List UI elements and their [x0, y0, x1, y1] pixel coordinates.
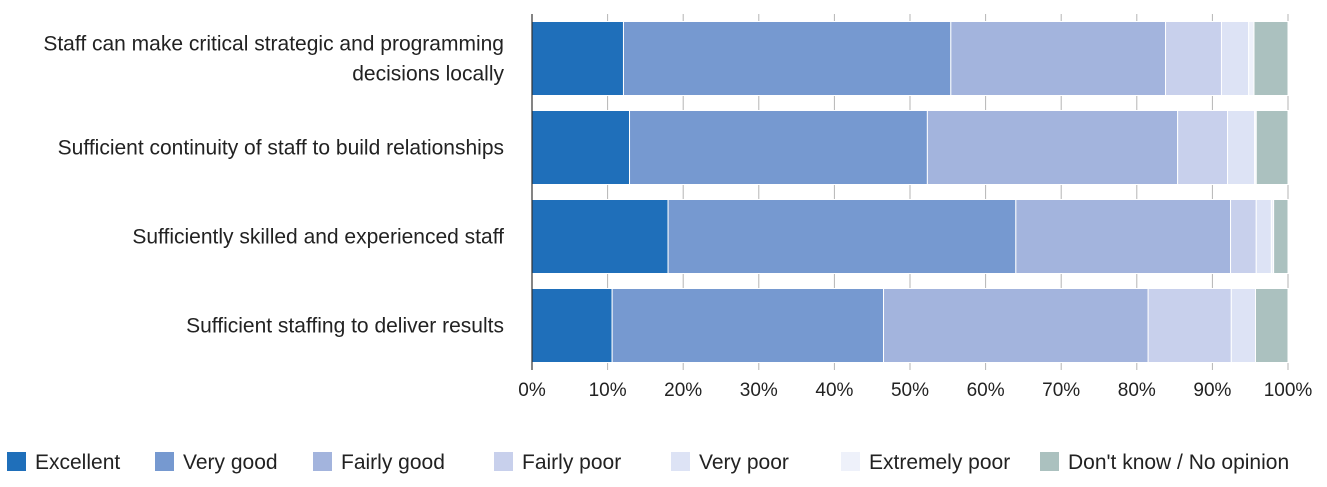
- bar-segment-excellent: [531, 110, 631, 185]
- bar-segment-don-t-know-no-opinion: [1253, 21, 1289, 96]
- bars: [531, 21, 1289, 363]
- bar-segment-very-good: [667, 199, 1017, 274]
- bar-segment-fairly-good: [950, 21, 1167, 96]
- x-tick-label: 30%: [740, 380, 778, 401]
- bar-segment-fairly-good: [926, 110, 1179, 185]
- bar-segment-extremely-poor: [1248, 21, 1255, 96]
- bar-segment-excellent: [531, 21, 624, 96]
- legend-label: Very poor: [699, 451, 789, 474]
- bar-segment-very-good: [622, 21, 952, 96]
- bar-segment-fairly-good: [883, 288, 1149, 363]
- bar-segment-very-poor: [1227, 110, 1256, 185]
- category-label: Sufficiently skilled and experienced sta…: [132, 226, 504, 249]
- bar-segment-fairly-poor: [1177, 110, 1229, 185]
- x-tick-label: 50%: [891, 380, 929, 401]
- bar-segment-very-poor: [1230, 288, 1256, 363]
- legend-swatch: [155, 452, 174, 471]
- x-tick-label: 60%: [967, 380, 1005, 401]
- legend-swatch: [671, 452, 690, 471]
- bar-segment-very-poor: [1220, 21, 1250, 96]
- x-tick-label: 20%: [664, 380, 702, 401]
- x-tick-label: 70%: [1042, 380, 1080, 401]
- bar-segment-excellent: [531, 288, 613, 363]
- legend-label: Excellent: [35, 451, 120, 474]
- legend-label: Fairly poor: [522, 451, 621, 474]
- bar-segment-fairly-poor: [1165, 21, 1222, 96]
- bar-segment-fairly-poor: [1147, 288, 1232, 363]
- category-label: Staff can make critical strategic and pr…: [43, 33, 504, 56]
- x-axis-tick-labels: 0% 10% 20% 30% 40% 50% 60% 70% 80% 90% 100%: [518, 380, 1312, 401]
- bar-segment-don-t-know-no-opinion: [1254, 288, 1289, 363]
- bar-segment-fairly-poor: [1230, 199, 1257, 274]
- legend-swatch: [313, 452, 332, 471]
- category-labels: Staff can make critical strategic and pr…: [43, 33, 504, 338]
- x-tick-label: 0%: [518, 380, 546, 401]
- legend-label: Extremely poor: [869, 451, 1010, 474]
- bar-segment-excellent: [531, 199, 669, 274]
- legend-label: Very good: [183, 451, 278, 474]
- bar-segment-very-good: [611, 288, 885, 363]
- bar-segment-very-poor: [1255, 199, 1272, 274]
- legend-swatch: [1040, 452, 1059, 471]
- x-tick-label: 10%: [589, 380, 627, 401]
- category-label: Sufficient continuity of staff to build …: [58, 137, 504, 160]
- legend: Excellent Very good Fairly good Fairly poor…: [7, 451, 1289, 474]
- x-tick-label: 40%: [815, 380, 853, 401]
- category-label: decisions locally: [352, 63, 504, 86]
- x-tick-label: 80%: [1118, 380, 1156, 401]
- legend-swatch: [7, 452, 26, 471]
- bar-segment-very-good: [629, 110, 928, 185]
- bar-segment-don-t-know-no-opinion: [1273, 199, 1289, 274]
- bar-segment-fairly-good: [1015, 199, 1232, 274]
- x-tick-label: 100%: [1264, 380, 1313, 401]
- legend-label: Don't know / No opinion: [1068, 451, 1289, 474]
- legend-swatch: [494, 452, 513, 471]
- legend-label: Fairly good: [341, 451, 445, 474]
- bar-segment-don-t-know-no-opinion: [1255, 110, 1289, 185]
- category-label: Sufficient staffing to deliver results: [186, 315, 504, 338]
- x-tick-label: 90%: [1193, 380, 1231, 401]
- legend-swatch: [841, 452, 860, 471]
